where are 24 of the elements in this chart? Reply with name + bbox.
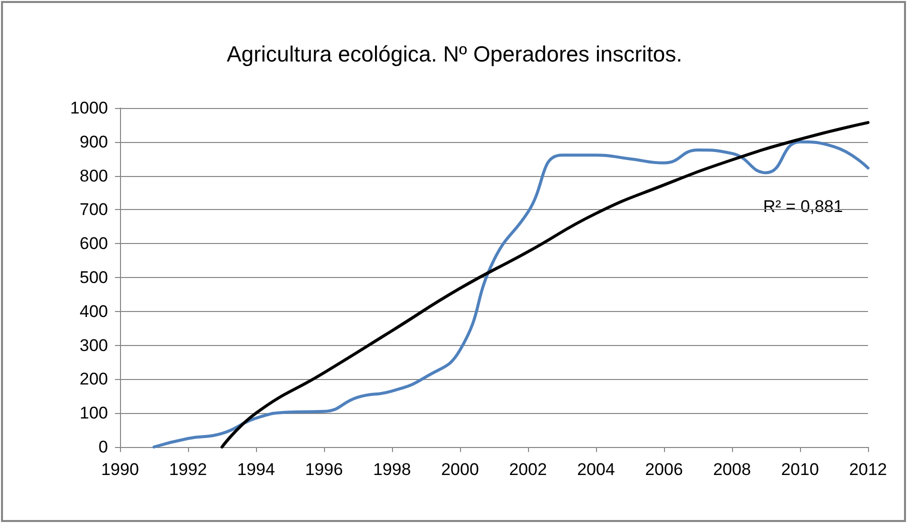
chart-title: Agricultura ecológica. Nº Operadores inscritos. bbox=[226, 42, 682, 66]
x-tick-label: 1996 bbox=[305, 460, 343, 479]
y-tick-label: 300 bbox=[80, 336, 108, 355]
x-tick-label: 2006 bbox=[645, 460, 683, 479]
y-tick-label: 100 bbox=[80, 404, 108, 423]
y-tick-label: 500 bbox=[80, 268, 108, 287]
y-tick-label: 200 bbox=[80, 370, 108, 389]
y-tick-label: 600 bbox=[80, 234, 108, 254]
y-tick-label: 1000 bbox=[70, 98, 108, 118]
y-tick-label: 700 bbox=[80, 200, 108, 220]
x-tick-label: 1994 bbox=[237, 460, 275, 479]
x-tick-label: 2012 bbox=[849, 460, 887, 479]
x-tick-label: 2004 bbox=[577, 460, 615, 479]
x-tick-label: 2002 bbox=[509, 460, 547, 479]
x-tick-label: 2010 bbox=[781, 460, 819, 479]
x-tick-label: 1990 bbox=[101, 460, 139, 479]
x-tick-label: 2008 bbox=[713, 460, 751, 479]
x-tick-label: 1998 bbox=[373, 460, 411, 479]
y-tick-label: 0 bbox=[98, 438, 108, 456]
x-tick-label: 2000 bbox=[441, 460, 479, 479]
y-tick-label: 900 bbox=[80, 132, 108, 152]
x-tick-label: 1992 bbox=[169, 460, 207, 479]
y-tick-label: 400 bbox=[80, 302, 108, 321]
y-tick-label: 800 bbox=[80, 166, 108, 186]
